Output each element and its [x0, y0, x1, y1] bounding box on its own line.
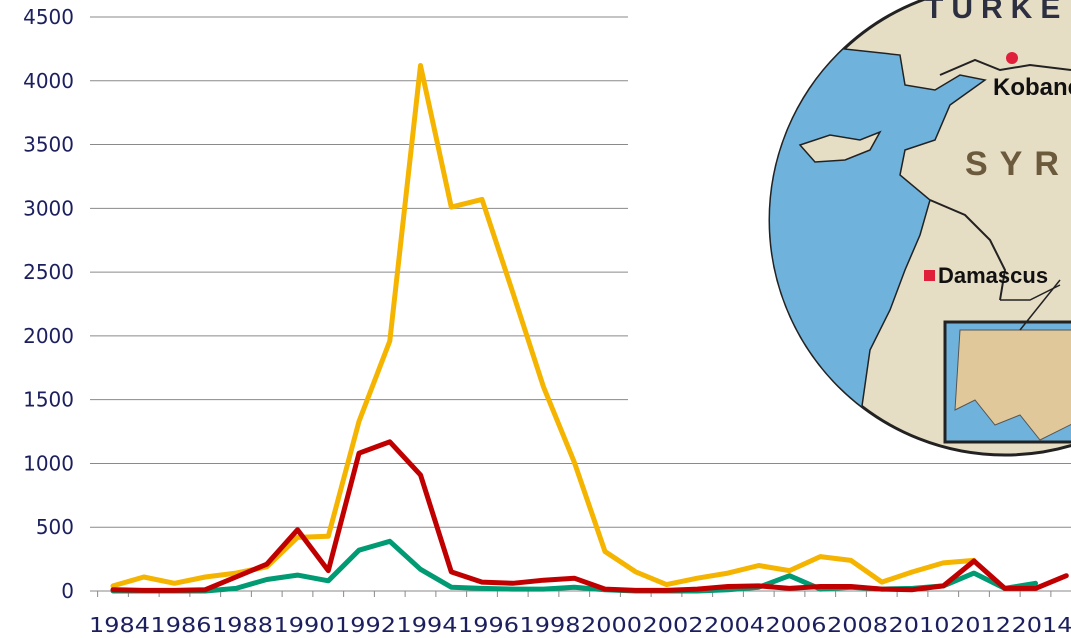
y-tick-label: 4500: [23, 5, 74, 29]
y-tick-label: 1500: [23, 388, 74, 412]
x-tick-label: 2000: [581, 613, 642, 637]
x-tick-label: 2004: [704, 613, 765, 637]
y-axis-tick-labels: 0 500 1000 1500 2000 2500 3000 3500 4000 4500: [23, 5, 74, 603]
kobane-marker-icon: [1006, 52, 1018, 64]
y-tick-label: 2500: [23, 260, 74, 284]
x-tick-label: 2006: [766, 613, 827, 637]
x-tick-label: 1990: [274, 613, 335, 637]
y-tick-label: 2000: [23, 324, 74, 348]
x-tick-label: 1994: [397, 613, 458, 637]
x-axis-tick-labels: 1984 1986 1988 1990 1992 1994 1996 1998 2000 2002…: [89, 613, 1071, 637]
y-tick-label: 3500: [23, 133, 74, 157]
map-label-damascus: Damascus: [938, 263, 1048, 288]
europe-mini-map: [943, 279, 1071, 444]
cyprus-shape: [798, 130, 882, 163]
map-label-turkey: TURKE: [925, 0, 1068, 25]
series-lines: [110, 63, 1069, 594]
x-tick-label: 2008: [827, 613, 888, 637]
x-tick-label: 1984: [89, 613, 150, 637]
map-label-kobane: Kobane: [993, 74, 1071, 101]
damascus-marker-icon: [924, 270, 935, 281]
series-line-2: [110, 538, 1038, 594]
gridlines: [90, 16, 1071, 597]
y-tick-label: 3000: [23, 196, 74, 220]
map-label-syria: SYR: [965, 145, 1071, 183]
x-tick-label: 2010: [889, 613, 950, 637]
country-border-line: [1000, 284, 1061, 301]
x-tick-label: 2012: [950, 613, 1011, 637]
series-line-1: [110, 439, 1069, 593]
country-border-line: [939, 58, 1071, 76]
y-tick-label: 4000: [23, 69, 74, 93]
x-tick-label: 2014: [1012, 613, 1071, 637]
x-tick-label: 1988: [212, 613, 273, 637]
syria-map-inset: TURKE Kobane SYR Damascus: [768, 0, 1071, 457]
x-tick-label: 1996: [458, 613, 519, 637]
x-tick-label: 1986: [151, 613, 212, 637]
y-tick-label: 0: [61, 579, 74, 603]
country-border-line: [929, 199, 1007, 301]
y-tick-label: 500: [36, 515, 74, 539]
x-tick-label: 1992: [335, 613, 396, 637]
y-tick-label: 1000: [23, 451, 74, 475]
x-tick-label: 2002: [643, 613, 704, 637]
x-tick-label: 1998: [520, 613, 581, 637]
